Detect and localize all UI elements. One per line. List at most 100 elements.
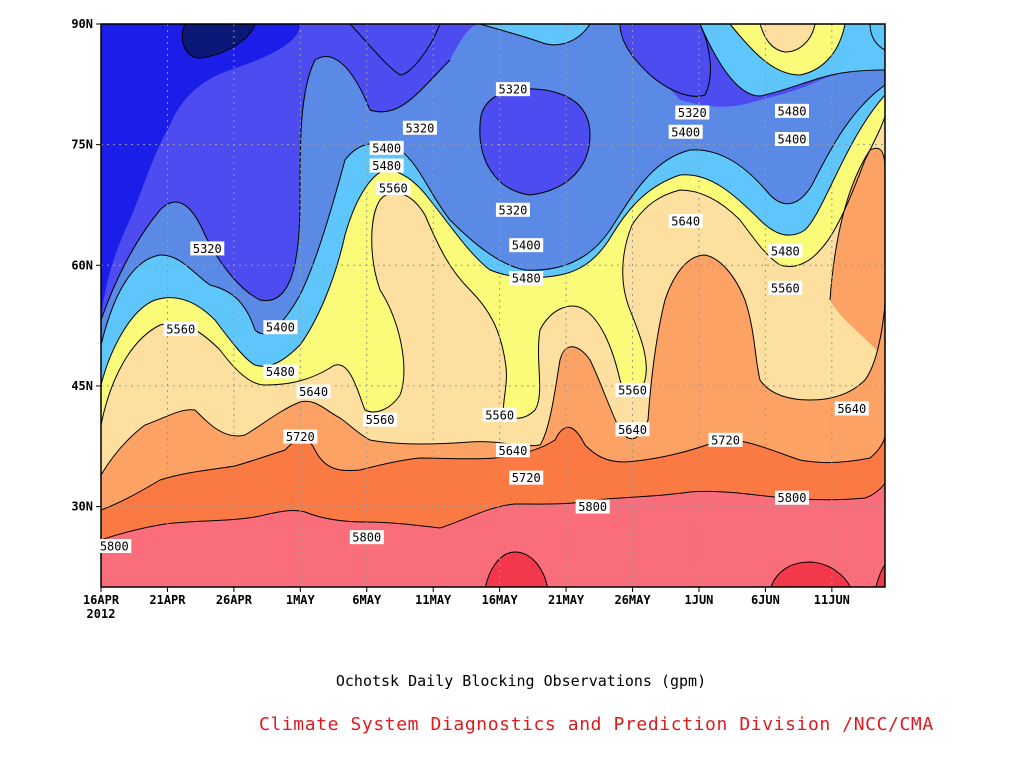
- contour-label-text: 5400: [778, 133, 807, 147]
- contour-label-bg: [675, 105, 710, 120]
- x-year-label: 2012: [87, 607, 116, 621]
- contour-line: [699, 24, 885, 97]
- y-tick-label: 60N: [71, 258, 93, 272]
- contour-label-text: 5320: [498, 203, 527, 217]
- contour-label-bg: [509, 238, 544, 253]
- contour-label: 5320: [495, 202, 530, 217]
- contour-label-text: 5560: [379, 182, 408, 196]
- band-5320-core: [479, 88, 590, 195]
- band-above-5880-c: [875, 565, 885, 587]
- contour-label: 5320: [402, 120, 437, 135]
- contour-line: [101, 427, 885, 511]
- contour-line: [619, 24, 711, 97]
- contour-label-text: 5800: [578, 500, 607, 514]
- contour-label-text: 5480: [771, 244, 800, 258]
- contour-label-text: 5720: [711, 433, 740, 447]
- contour-line: [479, 24, 591, 46]
- contour-label-bg: [575, 499, 610, 514]
- contour-label-bg: [495, 82, 530, 97]
- contour-label: 5480: [369, 158, 404, 173]
- contour-label-bg: [834, 401, 869, 416]
- contour-label-text: 5720: [286, 430, 315, 444]
- contour-label-bg: [774, 132, 809, 147]
- contour-label-bg: [163, 321, 198, 336]
- contour-label: 5720: [708, 432, 743, 447]
- contour-label: 5480: [774, 103, 809, 118]
- contour-label-bg: [774, 103, 809, 118]
- contour-label: 5400: [668, 124, 703, 139]
- x-tick-label: 21MAY: [548, 593, 585, 607]
- contour-label-bg: [97, 538, 132, 553]
- x-tick-label: 1JUN: [685, 593, 714, 607]
- band-5320-upper-right: [620, 24, 711, 97]
- contour-label: 5560: [376, 181, 411, 196]
- contour-label: 5640: [668, 214, 703, 229]
- contour-line: [829, 147, 885, 301]
- contour-line: [875, 564, 885, 587]
- contour-label: 5640: [495, 443, 530, 458]
- contour-line: [101, 254, 885, 476]
- contour-label-bg: [349, 530, 384, 545]
- contour-label-text: 5480: [266, 365, 295, 379]
- contour-label-text: 5400: [372, 141, 401, 155]
- contour-label-bg: [402, 120, 437, 135]
- contour-label: 5640: [834, 401, 869, 416]
- x-tick-label: 6MAY: [352, 593, 382, 607]
- grid: [101, 24, 885, 587]
- contour-label-text: 5720: [512, 471, 541, 485]
- contour-label-text: 5640: [837, 402, 866, 416]
- contour-label-bg: [369, 140, 404, 155]
- contour-label: 5720: [283, 429, 318, 444]
- contour-line: [869, 24, 885, 51]
- contour-label-bg: [283, 429, 318, 444]
- contour-label-bg: [668, 214, 703, 229]
- contour-label-text: 5560: [366, 413, 395, 427]
- band-darkest-blue: [101, 24, 300, 320]
- contour-label-bg: [376, 181, 411, 196]
- contour-label-text: 5320: [678, 106, 707, 120]
- contour-label: 5560: [363, 412, 398, 427]
- contour-label: 5480: [509, 271, 544, 286]
- y-tick-label: 75N: [71, 138, 93, 152]
- contour-label-text: 5480: [778, 104, 807, 118]
- y-tick-label: 90N: [71, 17, 93, 31]
- contour-label: 5800: [774, 490, 809, 505]
- x-tick-label: 26MAY: [614, 593, 651, 607]
- band-5800-5880: [101, 482, 885, 587]
- contour-label: 5320: [190, 241, 225, 256]
- contour-line: [770, 561, 851, 587]
- contour-label-bg: [190, 241, 225, 256]
- credit-line: Climate System Diagnostics and Predictio…: [259, 714, 934, 735]
- contour-label: 5800: [349, 530, 384, 545]
- contour-label-bg: [363, 412, 398, 427]
- contour-label-text: 5480: [372, 159, 401, 173]
- contour-label-text: 5320: [193, 242, 222, 256]
- band-5560-top-right: [760, 24, 815, 52]
- contour-label-text: 5400: [512, 239, 541, 253]
- contour-label-text: 5560: [485, 408, 514, 422]
- contour-label-text: 5400: [266, 321, 295, 335]
- contour-label-text: 5320: [405, 121, 434, 135]
- blocking-contour-chart: 16APR 21APR 26APR 1MAY 6MAY 11MAY 16MAY 21MAY 26…: [71, 17, 886, 621]
- contour-label: 5400: [369, 140, 404, 155]
- contour-label-text: 5800: [352, 531, 381, 545]
- band-navy-core: [182, 24, 255, 58]
- contour-label-bg: [668, 124, 703, 139]
- contour-label-bg: [495, 443, 530, 458]
- axis-ticks: 16APR 21APR 26APR 1MAY 6MAY 11MAY 16MAY 21MAY 26…: [71, 17, 850, 621]
- contour-label-text: 5560: [618, 383, 647, 397]
- contour-label-text: 5640: [299, 385, 328, 399]
- contour-label: 5800: [575, 499, 610, 514]
- y-tick-label: 30N: [71, 500, 93, 514]
- band-above-5880-b: [771, 562, 851, 587]
- contour-label: 5720: [509, 470, 544, 485]
- contour-label-text: 5400: [671, 125, 700, 139]
- contour-label-text: 5800: [100, 539, 129, 553]
- contour-label-bg: [509, 470, 544, 485]
- contour-line: [101, 94, 885, 386]
- x-tick-label: 11JUN: [814, 593, 850, 607]
- contour-line: [181, 24, 256, 59]
- contour-label-text: 5800: [778, 491, 807, 505]
- contour-label: 5400: [509, 238, 544, 253]
- contour-label-bg: [495, 202, 530, 217]
